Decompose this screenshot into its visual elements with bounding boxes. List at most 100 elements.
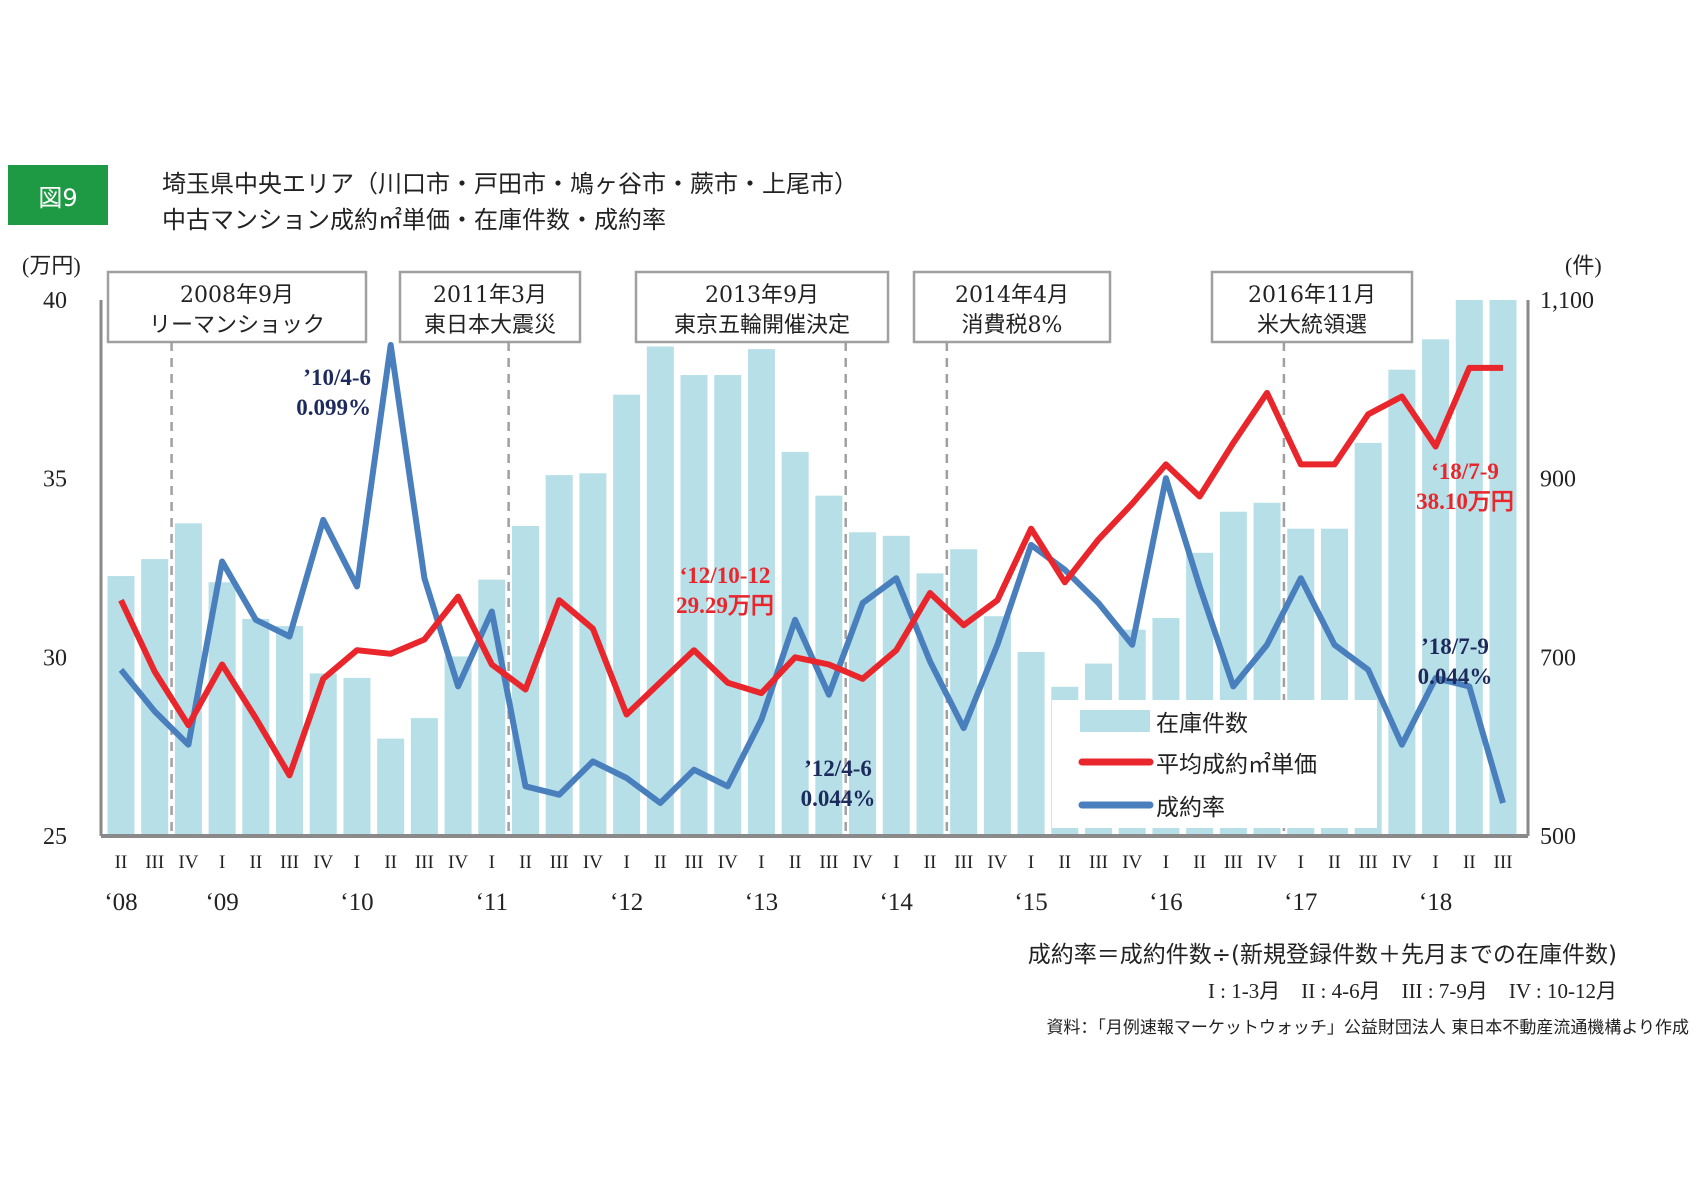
x-tick-quarter: III [954, 852, 973, 873]
x-tick-quarter: I [758, 852, 764, 873]
annotation-period: ’12/4-6 [804, 756, 872, 781]
bar-inventory [276, 626, 304, 836]
x-tick-quarter: I [1298, 852, 1304, 873]
x-tick-quarter: II [654, 852, 667, 873]
event-box [634, 270, 890, 344]
event-date: 2011年3月 [433, 283, 547, 308]
figure-badge: 図9 [8, 165, 108, 225]
annotation-period: ’18/7-9 [1421, 634, 1489, 659]
event-date: 2014年4月 [955, 283, 1069, 308]
formula-note: 成約率＝成約件数÷(新規登録件数＋先月までの在庫件数) [1027, 942, 1617, 968]
x-tick-quarter: I [219, 852, 225, 873]
x-tick-quarter: II [1058, 852, 1071, 873]
annotation-value: 0.099% [296, 395, 371, 420]
x-tick-quarter: III [1494, 852, 1513, 873]
event-box [398, 270, 582, 344]
x-tick-year: ‘17 [1284, 889, 1317, 916]
quarter-note: I : 1-3月 II : 4-6月 III : 7-9月 IV : 10-12… [1207, 979, 1617, 1003]
x-tick-quarter: II [1463, 852, 1476, 873]
bar-inventory [1388, 369, 1416, 836]
bar-inventory [242, 618, 270, 836]
x-tick-quarter: IV [448, 852, 468, 873]
x-tick-quarter: I [1432, 852, 1438, 873]
left-axis-unit: (万円) [22, 253, 81, 278]
x-tick-quarter: III [685, 852, 704, 873]
x-tick-year: ‘09 [205, 889, 238, 916]
right-axis-unit: (件) [1565, 253, 1602, 278]
x-tick-quarter: II [115, 852, 128, 873]
x-tick-quarter: I [623, 852, 629, 873]
annotation-value: 29.29万円 [676, 593, 774, 618]
legend-label-price: 平均成約㎡単価 [1156, 752, 1317, 778]
x-tick-year: ‘11 [476, 889, 508, 916]
bar-inventory [646, 346, 674, 836]
x-tick-quarter: IV [178, 852, 198, 873]
x-tick-quarter: II [1328, 852, 1341, 873]
x-tick-year: ‘12 [610, 889, 643, 916]
bar-inventory [343, 677, 371, 836]
bar-inventory [849, 532, 877, 836]
x-tick-quarter: IV [583, 852, 603, 873]
annotation-value: 0.044% [801, 786, 876, 811]
x-tick-year: ‘10 [340, 889, 373, 916]
line-avg-price [118, 364, 1503, 779]
event-date: 2013年9月 [705, 283, 819, 308]
x-tick-year: ‘16 [1149, 889, 1182, 916]
event-box [1210, 270, 1414, 344]
x-tick-year: ‘08 [104, 889, 137, 916]
x-tick-quarter: IV [987, 852, 1007, 873]
x-tick-quarter: II [1193, 852, 1206, 873]
bar-inventory [545, 475, 573, 836]
bar-inventory [916, 573, 944, 836]
x-tick-quarter: IV [1392, 852, 1412, 873]
annotation-period: ‘18/7-9 [1431, 459, 1499, 484]
event-label: 米大統領選 [1257, 313, 1367, 338]
legend-swatch-bar [1080, 710, 1150, 732]
left-tick-label: 30 [43, 645, 67, 671]
left-tick-label: 35 [43, 467, 67, 493]
chart-title-line2: 中古マンション成約㎡単価・在庫件数・成約率 [162, 206, 666, 234]
x-tick-quarter: IV [1122, 852, 1142, 873]
x-tick-quarter: III [280, 852, 299, 873]
x-tick-quarter: II [789, 852, 802, 873]
event-label: 東京五輪開催決定 [674, 313, 850, 338]
x-tick-quarter: I [893, 852, 899, 873]
bar-inventory [1422, 339, 1450, 836]
event-date: 2016年11月 [1248, 283, 1376, 308]
right-tick-label: 1,100 [1540, 288, 1594, 314]
x-tick-quarter: I [489, 852, 495, 873]
x-tick-year: ‘14 [880, 889, 914, 916]
legend-label-inventory: 在庫件数 [1156, 711, 1248, 737]
bar-inventory [983, 616, 1011, 836]
bar-inventory [377, 738, 405, 836]
event-label: 消費税8% [962, 313, 1063, 338]
event-label: 東日本大震災 [424, 313, 556, 338]
x-tick-quarter: IV [853, 852, 873, 873]
x-tick-quarter: III [550, 852, 569, 873]
x-tick-quarter: III [1359, 852, 1378, 873]
right-tick-label: 700 [1540, 645, 1576, 671]
x-tick-quarter: II [384, 852, 397, 873]
x-tick-quarter: II [924, 852, 937, 873]
left-tick-label: 25 [43, 824, 67, 850]
x-tick-quarter: I [354, 852, 360, 873]
chart-title-line1: 埼玉県中央エリア（川口市・戸田市・鳩ヶ谷市・蕨市・上尾市） [162, 170, 858, 198]
x-tick-quarter: II [519, 852, 532, 873]
x-tick-quarter: IV [1257, 852, 1277, 873]
bar-inventory [1017, 651, 1045, 836]
bar-inventory [613, 394, 641, 836]
bar-inventory [950, 549, 978, 836]
x-tick-year: ‘13 [745, 889, 778, 916]
legend-label-rate: 成約率 [1156, 795, 1225, 821]
annotation-period: ‘12/10-12 [680, 563, 771, 588]
annotation-value: 38.10万円 [1416, 489, 1514, 514]
x-tick-quarter: III [819, 852, 838, 873]
source-note: 資料：「月例速報マーケットウォッチ」公益財団法人 東日本不動産流通機構より作成 [1046, 1018, 1689, 1038]
line-contract-rate [118, 342, 1506, 806]
x-tick-quarter: III [145, 852, 164, 873]
x-tick-quarter: III [1089, 852, 1108, 873]
x-tick-year: ‘15 [1014, 889, 1047, 916]
annotation-value: 0.044% [1418, 664, 1493, 689]
bar-inventory [1455, 300, 1483, 836]
